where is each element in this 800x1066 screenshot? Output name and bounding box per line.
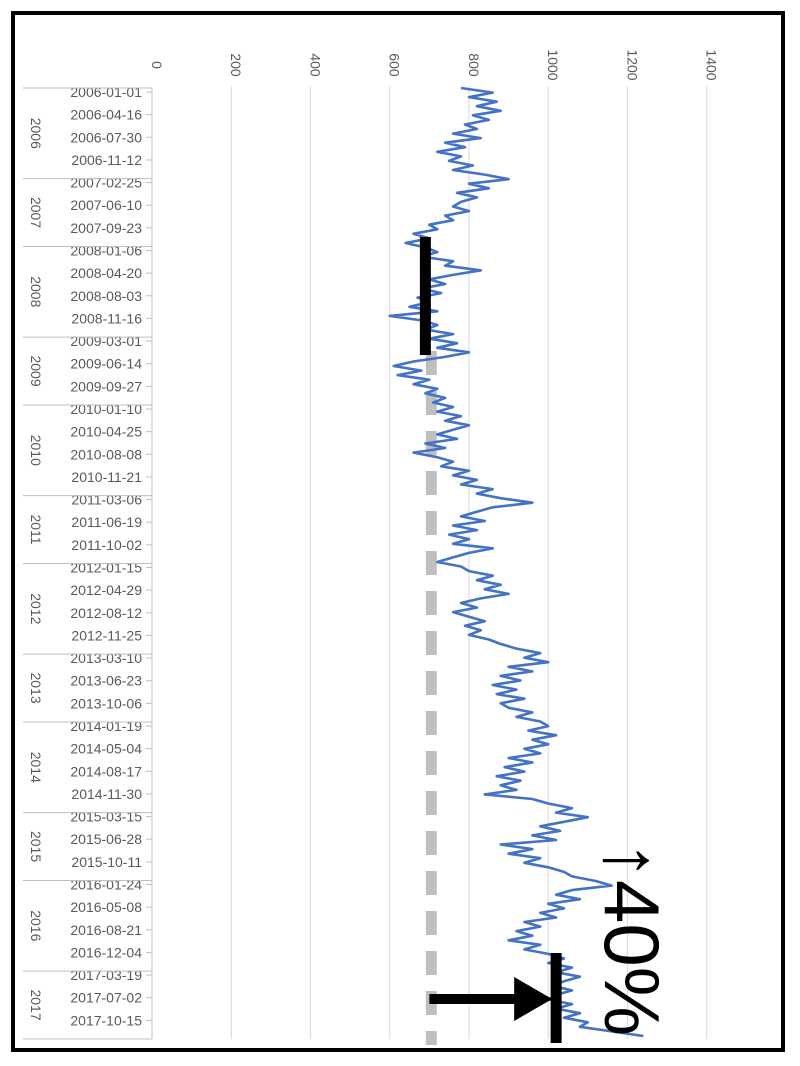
date-tick-label: 2016-12-04 bbox=[70, 944, 142, 960]
value-tick-label: 800 bbox=[466, 53, 482, 77]
year-label: 2011 bbox=[28, 514, 44, 544]
date-tick-label: 2006-07-30 bbox=[70, 129, 142, 145]
chart-frame: 0 200 400 600 800 1000 1200 1400 2006-01-01 2006… bbox=[11, 11, 785, 1052]
year-label: 2016 bbox=[28, 910, 44, 941]
date-tick-label: 2015-06-28 bbox=[70, 831, 142, 847]
year-label: 2014 bbox=[28, 752, 44, 783]
price-series bbox=[388, 86, 644, 1038]
value-tick-label: 1400 bbox=[704, 49, 720, 80]
date-tick-label: 2010-01-10 bbox=[70, 401, 142, 417]
date-tick-label: 2011-06-19 bbox=[71, 514, 142, 530]
date-tick-label: 2010-08-08 bbox=[70, 446, 142, 462]
date-tick-label: 2011-10-02 bbox=[71, 537, 142, 553]
year-label: 2008 bbox=[28, 276, 44, 307]
date-tick-label: 2010-11-21 bbox=[71, 469, 142, 485]
date-tick-label: 2009-09-27 bbox=[70, 378, 142, 394]
year-label: 2012 bbox=[28, 593, 44, 624]
date-tick-label: 2012-04-29 bbox=[70, 582, 142, 598]
date-axis: 2006-01-01 2006-04-16 2006-07-30 2006-11-12… bbox=[70, 84, 153, 1039]
year-label: 2010 bbox=[28, 435, 44, 466]
date-tick-label: 2008-01-06 bbox=[70, 243, 142, 259]
date-tick-label: 2012-01-15 bbox=[70, 560, 142, 576]
year-label: 2015 bbox=[28, 831, 44, 862]
year-labels: 2006 2007 2008 2009 2010 2011 2012 2013 2014 2015… bbox=[23, 87, 152, 1040]
year-label: 2013 bbox=[28, 672, 44, 703]
year-label: 2007 bbox=[28, 197, 44, 228]
value-tick-label: 200 bbox=[228, 53, 244, 77]
date-tick-label: 2014-01-19 bbox=[70, 718, 142, 734]
date-tick-label: 2009-03-01 bbox=[70, 333, 142, 349]
value-tick-label: 1000 bbox=[545, 49, 561, 80]
value-tick-label: 1200 bbox=[624, 49, 640, 80]
date-tick-label: 2006-04-16 bbox=[70, 107, 142, 123]
date-tick-label: 2015-10-11 bbox=[71, 854, 142, 870]
date-tick-label: 2017-10-15 bbox=[70, 1012, 142, 1028]
date-tick-label: 2010-04-25 bbox=[70, 424, 142, 440]
arrow-head bbox=[514, 977, 553, 1021]
date-tick-label: 2015-03-15 bbox=[70, 809, 142, 825]
date-tick-label: 2007-06-10 bbox=[70, 197, 142, 213]
date-tick-label: 2012-08-12 bbox=[70, 605, 142, 621]
date-tick-label: 2008-04-20 bbox=[70, 265, 142, 281]
date-tick-label: 2013-03-10 bbox=[70, 650, 142, 666]
date-tick-label: 2014-05-04 bbox=[70, 741, 142, 757]
date-tick-label: 2016-08-21 bbox=[70, 922, 142, 938]
year-label: 2006 bbox=[28, 118, 44, 149]
date-tick-label: 2017-07-02 bbox=[70, 990, 142, 1006]
line-chart: 0 200 400 600 800 1000 1200 1400 2006-01-012006… bbox=[23, 49, 720, 1045]
date-tick-label: 2012-11-25 bbox=[71, 627, 142, 643]
date-tick-label: 2011-03-06 bbox=[71, 492, 142, 508]
value-tick-label: 600 bbox=[387, 53, 403, 77]
increase-label: ↑40% bbox=[588, 841, 676, 1036]
date-tick-label: 2017-03-19 bbox=[70, 967, 142, 983]
date-tick-label: 2016-01-24 bbox=[70, 877, 142, 893]
year-label: 2009 bbox=[28, 355, 44, 386]
date-tick-label: 2016-05-08 bbox=[70, 899, 142, 915]
date-tick-label: 2008-11-16 bbox=[71, 310, 142, 326]
date-tick-label: 2006-01-01 bbox=[70, 84, 142, 100]
date-tick-label: 2013-10-06 bbox=[70, 695, 142, 711]
date-tick-label: 2007-02-25 bbox=[70, 175, 142, 191]
date-tick-label: 2007-09-23 bbox=[70, 220, 142, 236]
value-tick-labels: 0 200 400 600 800 1000 1200 1400 bbox=[149, 49, 720, 80]
date-tick-label: 2014-08-17 bbox=[70, 763, 142, 779]
gridlines bbox=[230, 86, 708, 1039]
date-tick-label: 2006-11-12 bbox=[71, 152, 142, 168]
increase-annotation: ↑40% bbox=[419, 237, 676, 1043]
value-tick-label: 0 bbox=[149, 61, 165, 69]
series-line bbox=[388, 86, 644, 1038]
date-tick-label: 2008-08-03 bbox=[70, 288, 142, 304]
date-tick-label: 2009-06-14 bbox=[70, 356, 142, 372]
value-tick-label: 400 bbox=[307, 53, 323, 77]
date-tick-label: 2013-06-23 bbox=[70, 673, 142, 689]
date-tick-label: 2014-11-30 bbox=[71, 786, 142, 802]
year-label: 2017 bbox=[28, 989, 44, 1020]
